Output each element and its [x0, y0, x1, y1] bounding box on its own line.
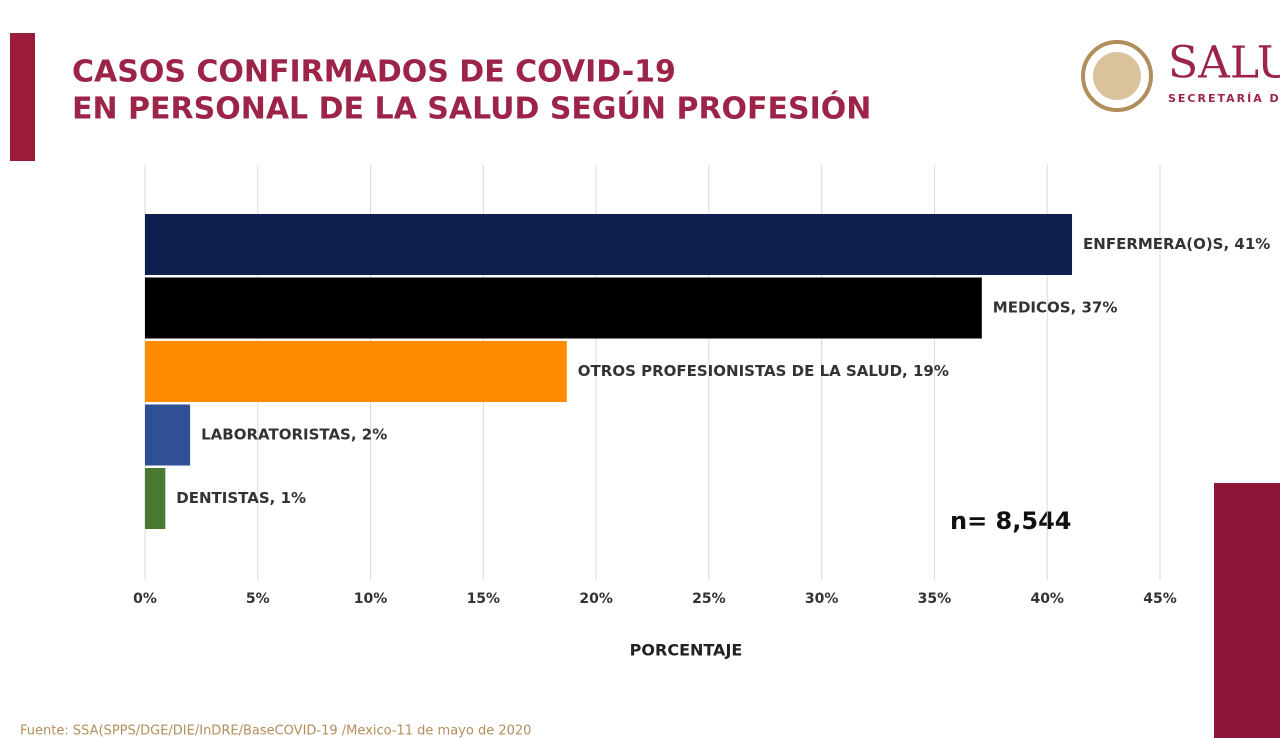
x-tick-label: 15% [467, 591, 501, 607]
chart-title: CASOS CONFIRMADOS DE COVID-19 [72, 55, 676, 90]
value-label: OTROS PROFESIONISTAS DE LA SALUD, 19% [578, 362, 949, 380]
bar [145, 341, 567, 402]
logo-subtitle: SECRETARÍA DE [1168, 92, 1280, 105]
chart-title: EN PERSONAL DE LA SALUD SEGÚN PROFESIÓN [72, 90, 871, 127]
value-label: MEDICOS, 37% [993, 299, 1118, 317]
logo-emblem [1093, 52, 1141, 100]
bar [145, 214, 1073, 275]
value-label: LABORATORISTAS, 2% [201, 426, 387, 444]
annotation: n= 8,544 [950, 507, 1071, 535]
x-tick-label: 0% [133, 591, 157, 607]
bar [145, 277, 982, 339]
bar [145, 468, 166, 529]
x-axis-label: PORCENTAJE [630, 641, 743, 660]
accent-bar [10, 33, 35, 161]
x-tick-label: 35% [918, 591, 952, 607]
value-label: ENFERMERA(O)S, 41% [1083, 235, 1270, 253]
x-tick-label: 30% [805, 591, 839, 607]
logo-emblem [1081, 40, 1153, 112]
logo-text: SALU [1168, 38, 1280, 89]
x-tick-label: 5% [246, 591, 270, 607]
x-tick-label: 20% [579, 591, 613, 607]
bar [145, 404, 191, 466]
accent-block [1214, 483, 1280, 738]
x-tick-label: 25% [692, 591, 726, 607]
x-tick-label: 10% [354, 591, 388, 607]
source: Fuente: SSA(SPPS/DGE/DIE/InDRE/BaseCOVID… [20, 724, 531, 738]
value-label: DENTISTAS, 1% [176, 489, 306, 507]
x-tick-label: 45% [1143, 591, 1177, 607]
x-tick-label: 40% [1030, 591, 1064, 607]
